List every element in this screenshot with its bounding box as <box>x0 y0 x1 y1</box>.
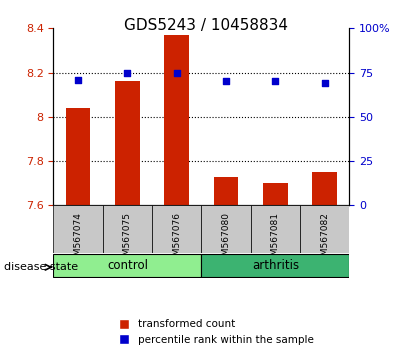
Text: GSM567080: GSM567080 <box>222 212 231 268</box>
Point <box>272 79 279 84</box>
Bar <box>164 35 189 205</box>
Text: GSM567074: GSM567074 <box>74 212 83 267</box>
Point <box>75 77 81 82</box>
Bar <box>66 108 90 205</box>
Legend: transformed count, percentile rank within the sample: transformed count, percentile rank withi… <box>110 315 318 349</box>
Text: disease state: disease state <box>4 262 78 272</box>
Text: GSM567075: GSM567075 <box>123 212 132 268</box>
Point <box>321 80 328 86</box>
Bar <box>115 81 140 205</box>
Text: GSM567076: GSM567076 <box>172 212 181 268</box>
FancyBboxPatch shape <box>53 205 103 253</box>
FancyBboxPatch shape <box>152 205 201 253</box>
Bar <box>312 172 337 205</box>
Point <box>223 79 229 84</box>
FancyBboxPatch shape <box>300 205 349 253</box>
Point <box>124 70 131 75</box>
FancyBboxPatch shape <box>201 254 349 277</box>
Text: control: control <box>107 259 148 272</box>
FancyBboxPatch shape <box>251 205 300 253</box>
Text: GSM567082: GSM567082 <box>320 212 329 267</box>
Bar <box>263 183 288 205</box>
FancyBboxPatch shape <box>103 205 152 253</box>
Point <box>173 70 180 75</box>
FancyBboxPatch shape <box>201 205 251 253</box>
Bar <box>214 177 238 205</box>
Text: GDS5243 / 10458834: GDS5243 / 10458834 <box>123 18 288 33</box>
FancyBboxPatch shape <box>53 254 201 277</box>
Text: GSM567081: GSM567081 <box>271 212 280 268</box>
Text: arthritis: arthritis <box>252 259 299 272</box>
